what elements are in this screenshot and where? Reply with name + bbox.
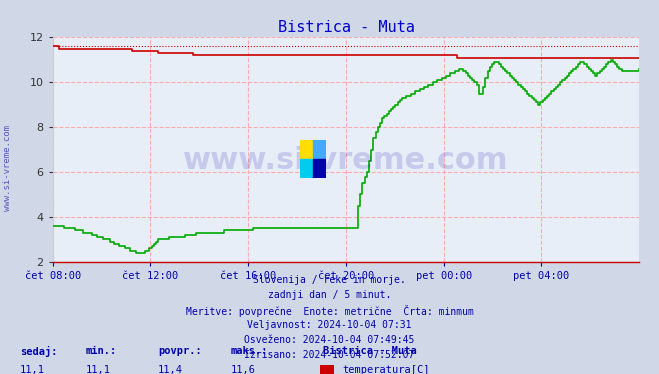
Text: www.si-vreme.com: www.si-vreme.com bbox=[183, 146, 509, 175]
Text: Izrisano: 2024-10-04 07:52:07: Izrisano: 2024-10-04 07:52:07 bbox=[244, 350, 415, 360]
Text: povpr.:: povpr.: bbox=[158, 346, 202, 356]
Bar bbox=[313, 140, 326, 159]
Text: 11,6: 11,6 bbox=[231, 365, 256, 374]
Text: maks.:: maks.: bbox=[231, 346, 268, 356]
Bar bbox=[313, 159, 326, 178]
Text: Osveženo: 2024-10-04 07:49:45: Osveženo: 2024-10-04 07:49:45 bbox=[244, 335, 415, 345]
Text: sedaj:: sedaj: bbox=[20, 346, 57, 357]
Text: Veljavnost: 2024-10-04 07:31: Veljavnost: 2024-10-04 07:31 bbox=[247, 320, 412, 330]
Text: www.si-vreme.com: www.si-vreme.com bbox=[3, 125, 13, 211]
Text: zadnji dan / 5 minut.: zadnji dan / 5 minut. bbox=[268, 290, 391, 300]
Text: 11,4: 11,4 bbox=[158, 365, 183, 374]
Text: 11,1: 11,1 bbox=[86, 365, 111, 374]
Text: Bistrica - Muta: Bistrica - Muta bbox=[323, 346, 416, 356]
Bar bbox=[300, 140, 313, 159]
Text: Meritve: povprečne  Enote: metrične  Črta: minmum: Meritve: povprečne Enote: metrične Črta:… bbox=[186, 305, 473, 317]
Text: Slovenija / reke in morje.: Slovenija / reke in morje. bbox=[253, 275, 406, 285]
Text: temperatura[C]: temperatura[C] bbox=[343, 365, 430, 374]
Title: Bistrica - Muta: Bistrica - Muta bbox=[277, 20, 415, 35]
Text: 11,1: 11,1 bbox=[20, 365, 45, 374]
Bar bbox=[300, 159, 313, 178]
Text: min.:: min.: bbox=[86, 346, 117, 356]
